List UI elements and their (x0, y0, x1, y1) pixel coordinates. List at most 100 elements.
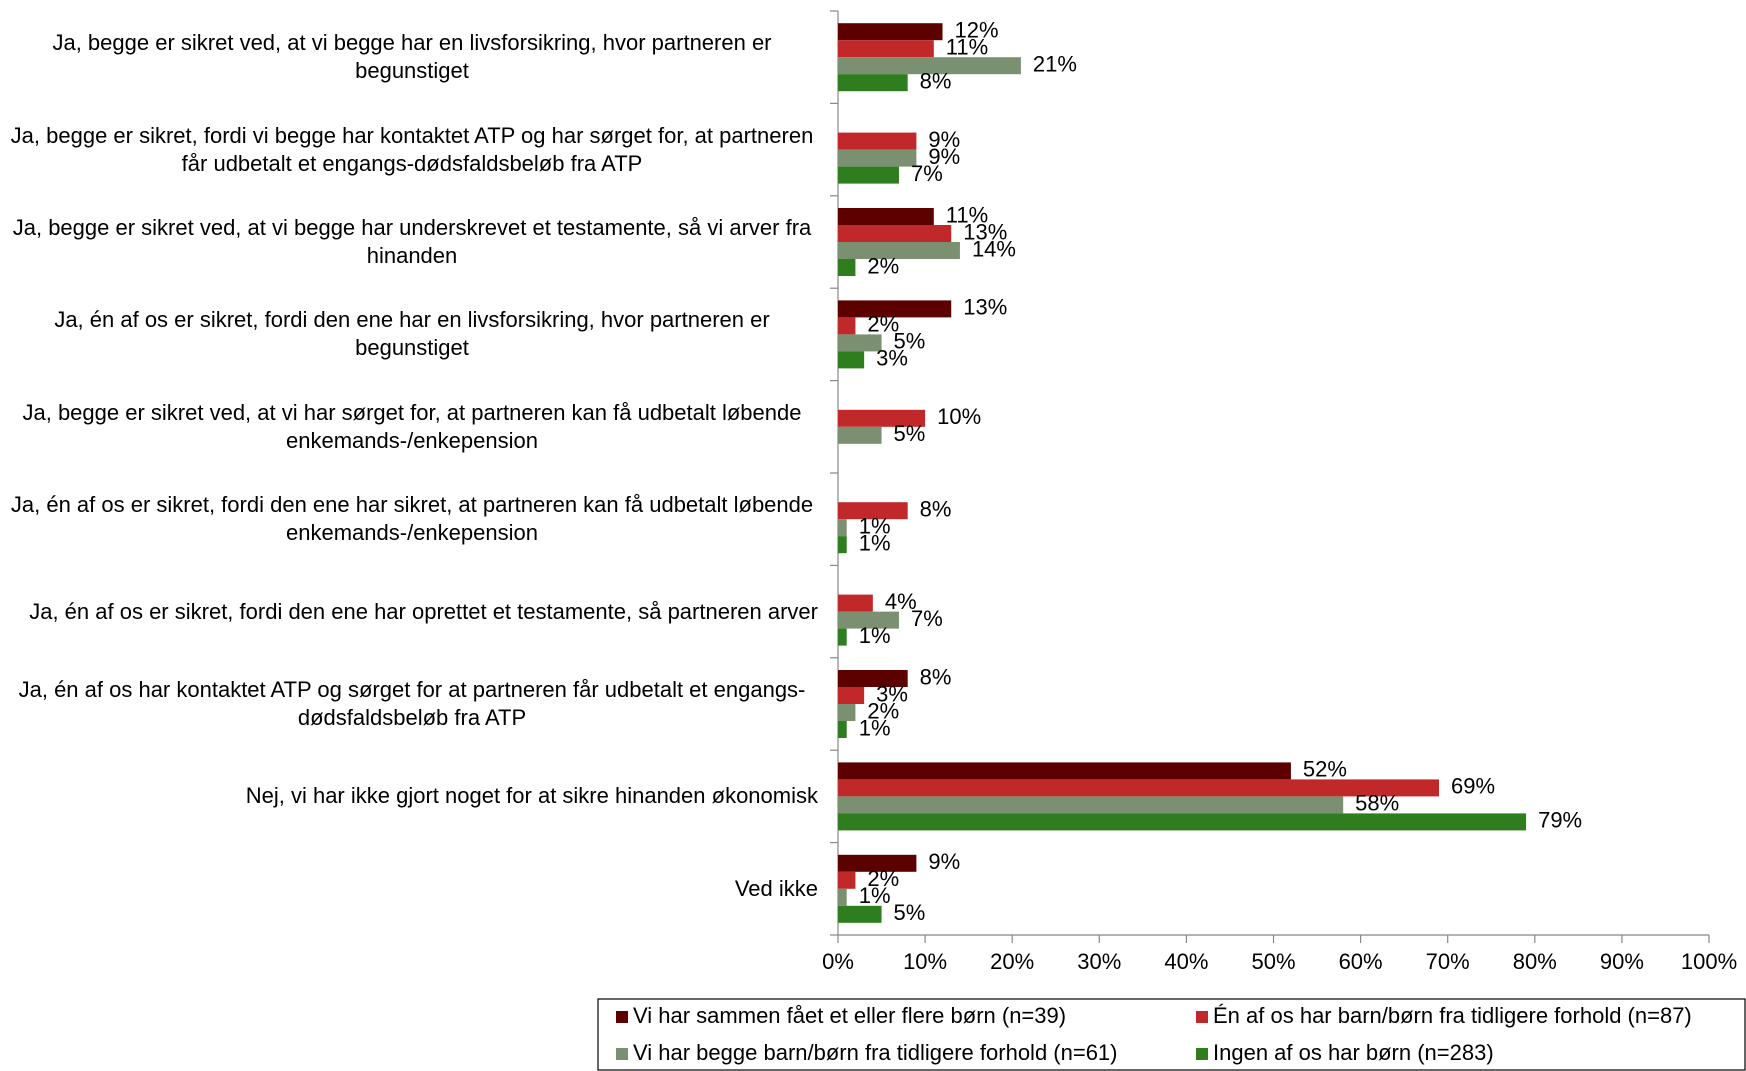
value-label: 2% (867, 866, 899, 891)
value-label: 79% (1538, 808, 1582, 833)
category-label: Ja, begge er sikret ved, at vi har sørge… (6, 381, 818, 473)
value-label: 2% (867, 253, 899, 278)
bar (838, 166, 899, 184)
category-label: Ja, én af os er sikret, fordi den ene ha… (6, 288, 818, 380)
category-text: Ja, én af os er sikret, fordi den ene ha… (54, 307, 770, 361)
value-label: 13% (963, 295, 1007, 320)
value-label: 69% (1451, 774, 1495, 799)
bar (838, 762, 1291, 780)
value-label: 13% (963, 219, 1007, 244)
value-label: 2% (867, 698, 899, 723)
legend-marker (616, 1048, 628, 1060)
value-label: 7% (911, 606, 943, 631)
value-label: 1% (859, 531, 891, 556)
category-text: Nej, vi har ikke gjort noget for at sikr… (245, 783, 818, 809)
category-text: Ja, begge er sikret ved, at vi begge har… (12, 214, 812, 268)
value-label: 5% (894, 421, 926, 446)
legend-label: Vi har sammen fået et eller flere børn (… (633, 1003, 1066, 1028)
value-label: 9% (928, 849, 960, 874)
bar (838, 813, 1527, 831)
x-tick-label: 0% (822, 949, 854, 974)
bar (838, 905, 882, 923)
value-label: 58% (1355, 791, 1399, 816)
category-text: Ja, begge er sikret, fordi vi begge har … (10, 122, 814, 176)
category-text: Ja, én af os har kontaktet ATP og sørget… (18, 676, 806, 730)
bar (838, 409, 926, 427)
bar (838, 40, 934, 58)
value-label: 4% (885, 589, 917, 614)
value-label: 9% (928, 144, 960, 169)
bar (838, 536, 847, 554)
bar (838, 23, 943, 41)
x-tick-label: 40% (1164, 949, 1208, 974)
x-tick-label: 70% (1426, 949, 1470, 974)
bar (838, 796, 1344, 814)
bar (838, 854, 917, 872)
x-tick-label: 90% (1600, 949, 1644, 974)
value-label: 1% (859, 623, 891, 648)
bar (838, 594, 873, 612)
bar (838, 611, 899, 629)
category-label: Ved ikke (6, 843, 818, 935)
value-label: 12% (955, 18, 999, 43)
bar (838, 519, 847, 537)
value-label: 3% (876, 346, 908, 371)
category-text: Ja, én af os er sikret, fordi den ene ha… (29, 598, 818, 624)
bar (838, 57, 1021, 75)
bar (838, 317, 856, 335)
bar (838, 426, 882, 444)
value-label: 11% (946, 35, 988, 60)
x-tick-label: 80% (1513, 949, 1557, 974)
legend-label: Vi har begge barn/børn fra tidligere for… (633, 1040, 1118, 1065)
legend-marker (1196, 1011, 1208, 1023)
value-label: 1% (859, 514, 891, 539)
bar (838, 871, 856, 889)
value-label: 7% (911, 161, 943, 186)
category-text: Ja, begge er sikret ved, at vi har sørge… (22, 399, 802, 453)
category-label: Ja, begge er sikret ved, at vi begge har… (6, 196, 818, 288)
value-label: 8% (920, 664, 952, 689)
bar (838, 687, 865, 704)
bar (838, 259, 856, 276)
bar (838, 132, 917, 150)
bar (838, 300, 952, 318)
bar (838, 74, 908, 92)
value-label: 1% (859, 883, 891, 908)
legend-marker (616, 1011, 628, 1023)
category-label: Ja, én af os er sikret, fordi den ene ha… (6, 473, 818, 565)
category-label: Ja, én af os har kontaktet ATP og sørget… (6, 658, 818, 750)
bar (838, 670, 908, 687)
legend-label: Ingen af os har børn (n=283) (1213, 1040, 1494, 1065)
category-label: Nej, vi har ikke gjort noget for at sikr… (6, 750, 818, 842)
bar (838, 721, 847, 738)
value-label: 11% (946, 202, 988, 227)
value-label: 8% (920, 497, 952, 522)
x-tick-label: 30% (1077, 949, 1121, 974)
value-label: 3% (876, 681, 908, 706)
value-label: 10% (937, 404, 981, 429)
value-label: 52% (1303, 757, 1347, 782)
bar (838, 704, 856, 721)
value-label: 9% (928, 127, 960, 152)
value-label: 5% (894, 329, 926, 354)
category-label: Ja, begge er sikret ved, at vi begge har… (6, 11, 818, 103)
category-text: Ja, begge er sikret ved, at vi begge har… (52, 30, 772, 84)
category-label: Ja, én af os er sikret, fordi den ene ha… (6, 565, 818, 657)
x-tick-label: 50% (1251, 949, 1295, 974)
bar (838, 149, 917, 167)
value-label: 5% (894, 900, 926, 925)
bar (838, 334, 882, 352)
x-tick-label: 100% (1681, 949, 1737, 974)
x-tick-label: 20% (990, 949, 1034, 974)
bar (838, 225, 952, 242)
value-label: 1% (859, 715, 891, 740)
legend-marker (1196, 1048, 1208, 1060)
bar (838, 208, 934, 225)
bar (838, 779, 1439, 797)
bar (838, 628, 847, 646)
value-label: 8% (920, 69, 952, 94)
category-label: Ja, begge er sikret, fordi vi begge har … (6, 103, 818, 195)
x-tick-label: 10% (903, 949, 947, 974)
